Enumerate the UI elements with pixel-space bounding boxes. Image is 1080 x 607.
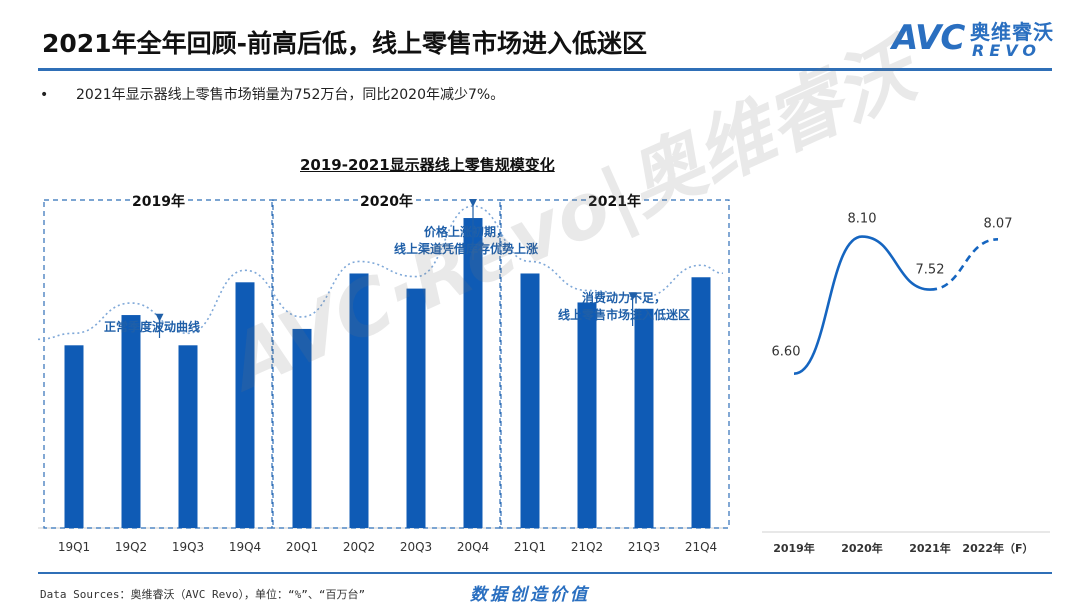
x-tick-label: 21Q4 (685, 540, 717, 554)
header-divider (38, 68, 1052, 71)
bar-21Q1 (520, 273, 540, 528)
x-tick-label: 19Q1 (58, 540, 90, 554)
year-label-backdrop (130, 191, 187, 211)
x-tick-label: 20Q2 (343, 540, 375, 554)
bar-21Q2 (577, 302, 597, 528)
year-label-backdrop (586, 191, 643, 211)
yearly-x-tick-label: 2020年 (841, 541, 883, 555)
bar-20Q2 (349, 273, 369, 528)
summary-bullet: • 2021年显示器线上零售市场销量为752万台，同比2020年减少7%。 (40, 84, 504, 104)
annotation-arrow-head (155, 313, 164, 322)
x-tick-label: 20Q1 (286, 540, 318, 554)
page-title: 2021年全年回顾-前高后低，线上零售市场进入低迷区 (42, 29, 647, 58)
year-group-box (499, 199, 730, 529)
annotation-text: 消费动力不足， (582, 290, 666, 305)
avc-revo-logo: AVC 奥维睿沃 REVO (892, 16, 1054, 62)
yearly-x-tick-label: 2019年 (773, 541, 815, 555)
bullet-marker: • (40, 87, 49, 103)
yearly-line-actual (793, 235, 931, 376)
footer-divider (38, 572, 1052, 574)
year-group-label: 2021年 (588, 193, 641, 210)
yearly-x-tick-label: 2021年 (909, 541, 951, 555)
yearly-data-label: 8.10 (848, 212, 877, 227)
yearly-x-tick-label: 2022年（F） (962, 541, 1033, 555)
annotation-text: 线上零售市场进入低迷区 (558, 307, 690, 322)
annotation-text: 正常季度波动曲线 (104, 319, 200, 334)
yearly-data-label: 8.07 (984, 216, 1013, 231)
data-source-note: Data Sources：奥维睿沃（AVC Revo），单位：“%”、“百万台” (40, 588, 366, 601)
summary-text: 2021年显示器线上零售市场销量为752万台，同比2020年减少7%。 (76, 87, 505, 103)
year-group-box (43, 199, 274, 529)
x-tick-label: 21Q1 (514, 540, 546, 554)
annotation-arrow-head (469, 199, 477, 208)
bar-21Q4 (691, 277, 711, 528)
x-tick-label: 21Q3 (628, 540, 660, 554)
yearly-line-forecast (929, 238, 999, 291)
x-tick-label: 19Q3 (172, 540, 204, 554)
x-tick-label: 19Q4 (229, 540, 261, 554)
logo-avc-text: AVC (892, 18, 965, 58)
x-tick-label: 20Q3 (400, 540, 432, 554)
chart-title: 2019-2021显示器线上零售规模变化 (300, 156, 555, 174)
bar-19Q2 (121, 315, 141, 528)
footer-slogan: 数据创造价值 (470, 585, 590, 605)
bar-20Q4 (463, 218, 483, 529)
yearly-data-label: 7.52 (916, 263, 945, 278)
x-tick-label: 20Q4 (457, 540, 489, 554)
trend-line (37, 205, 724, 341)
yearly-data-label: 6.60 (772, 345, 801, 360)
bar-19Q1 (64, 345, 84, 528)
year-group-box (271, 199, 502, 529)
bar-21Q3 (634, 308, 654, 528)
logo-cn-text: 奥维睿沃 (970, 20, 1054, 44)
annotation-arrow-head (628, 292, 637, 301)
bar-20Q3 (406, 288, 426, 528)
year-label-backdrop (358, 191, 415, 211)
bar-19Q4 (235, 282, 255, 528)
bar-19Q3 (178, 345, 198, 528)
logo-en-text: REVO (972, 41, 1041, 60)
year-group-label: 2019年 (132, 193, 185, 210)
x-tick-label: 19Q2 (115, 540, 147, 554)
bar-20Q1 (292, 328, 312, 528)
annotation-text: 线上渠道凭借库存优势上涨 (394, 241, 538, 256)
x-tick-label: 21Q2 (571, 540, 603, 554)
year-group-label: 2020年 (360, 193, 413, 210)
annotation-text: 价格上涨初期， (424, 224, 508, 239)
